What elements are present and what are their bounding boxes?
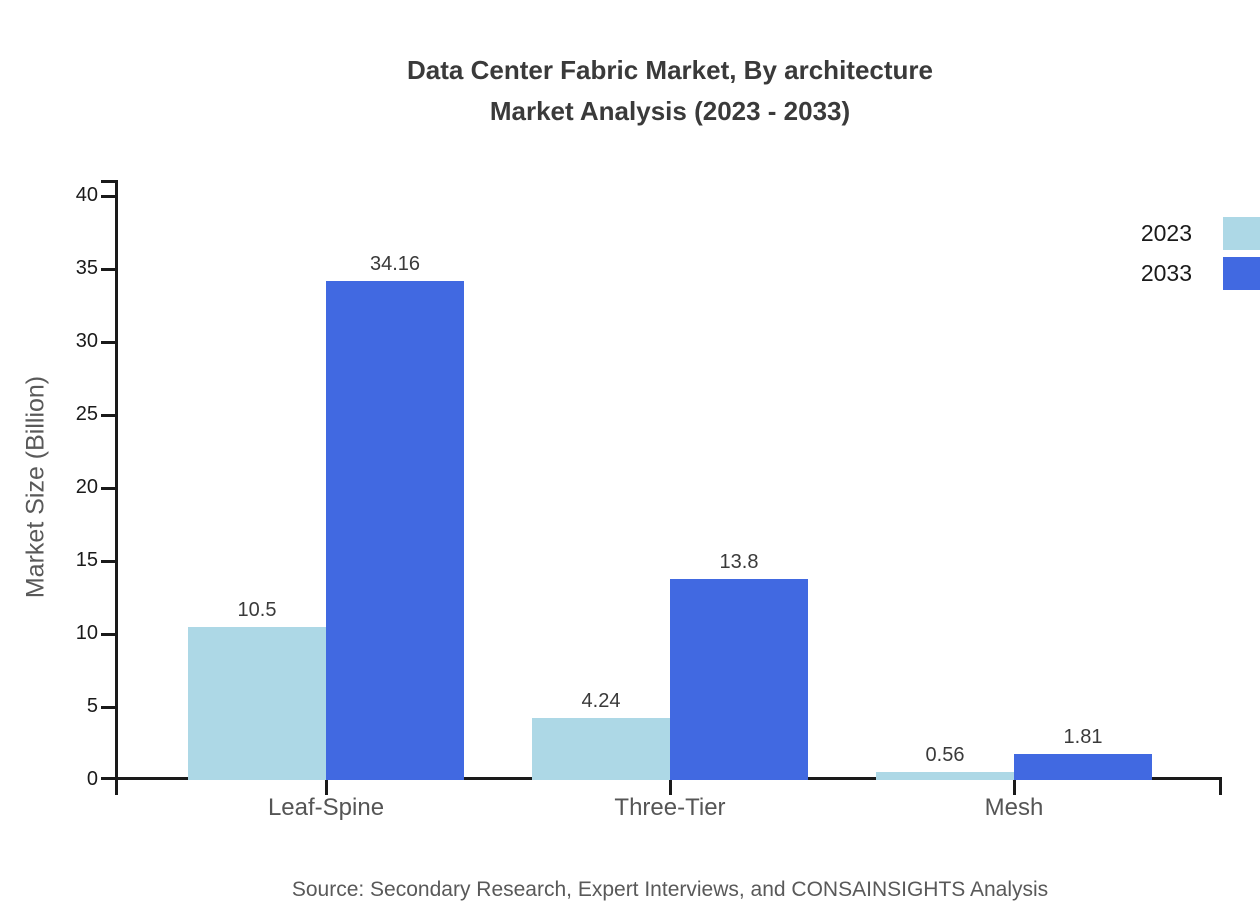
y-tick-label: 35 bbox=[75, 257, 98, 279]
y-tick-label: 30 bbox=[75, 330, 98, 352]
category-label-leaf-spine: Leaf-Spine bbox=[267, 794, 385, 821]
y-tick-label: 0 bbox=[86, 768, 98, 790]
y-tick-mark bbox=[101, 559, 115, 563]
y-axis-top-cap bbox=[101, 180, 118, 183]
category-label-mesh: Mesh bbox=[984, 794, 1044, 821]
y-tick-mark bbox=[101, 705, 115, 709]
bar-2023-three-tier bbox=[532, 718, 670, 780]
bar-2033-leaf-spine bbox=[326, 281, 464, 780]
y-tick-label: 15 bbox=[75, 549, 98, 571]
bar-value-label-2023-three-tier: 4.24 bbox=[581, 690, 621, 713]
y-tick-mark bbox=[101, 267, 115, 271]
legend-swatch-2033 bbox=[1223, 257, 1260, 290]
y-tick-mark bbox=[101, 413, 115, 417]
y-tick-mark bbox=[101, 632, 115, 636]
source-attribution: Source: Secondary Research, Expert Inter… bbox=[291, 878, 1049, 901]
y-axis-line bbox=[115, 180, 118, 795]
y-tick-mark bbox=[101, 194, 115, 198]
y-tick-mark bbox=[101, 340, 115, 344]
y-tick-label: 40 bbox=[75, 184, 98, 206]
legend-label-2033: 2033 bbox=[1140, 260, 1192, 286]
chart-title-line2: Market Analysis (2023 - 2033) bbox=[489, 96, 851, 126]
x-tick-mark-leaf-spine bbox=[324, 780, 328, 795]
x-tick-mark-three-tier bbox=[668, 780, 672, 795]
chart-title-line1: Data Center Fabric Market, By architectu… bbox=[407, 55, 933, 85]
bar-value-label-2033-three-tier: 13.8 bbox=[719, 550, 759, 573]
category-label-three-tier: Three-Tier bbox=[614, 794, 726, 821]
bar-2033-mesh bbox=[1014, 753, 1152, 780]
legend-swatch-2023 bbox=[1223, 217, 1260, 250]
bar-2023-mesh bbox=[876, 771, 1014, 780]
bar-value-label-2033-mesh: 1.81 bbox=[1063, 725, 1103, 748]
bar-value-label-2033-leaf-spine: 34.16 bbox=[369, 253, 421, 276]
y-tick-label: 20 bbox=[75, 476, 98, 498]
bar-2033-three-tier bbox=[670, 578, 808, 780]
x-tick-mark-mesh bbox=[1012, 780, 1016, 795]
y-tick-label: 10 bbox=[75, 622, 98, 644]
legend: 2023 2033 bbox=[1141, 217, 1260, 297]
legend-label-2023: 2023 bbox=[1140, 220, 1192, 246]
legend-row-2023: 2023 bbox=[1141, 217, 1260, 250]
x-axis-right-cap bbox=[1219, 777, 1222, 795]
chart-title: Data Center Fabric Market, By architectu… bbox=[118, 50, 1222, 132]
bar-value-label-2023-mesh: 0.56 bbox=[925, 743, 965, 766]
y-tick-label: 5 bbox=[86, 695, 98, 717]
y-tick-mark bbox=[101, 486, 115, 490]
bar-2023-leaf-spine bbox=[188, 626, 326, 780]
y-tick-label: 25 bbox=[75, 403, 98, 425]
bar-value-label-2023-leaf-spine: 10.5 bbox=[237, 598, 277, 621]
legend-row-2033: 2033 bbox=[1141, 257, 1260, 290]
